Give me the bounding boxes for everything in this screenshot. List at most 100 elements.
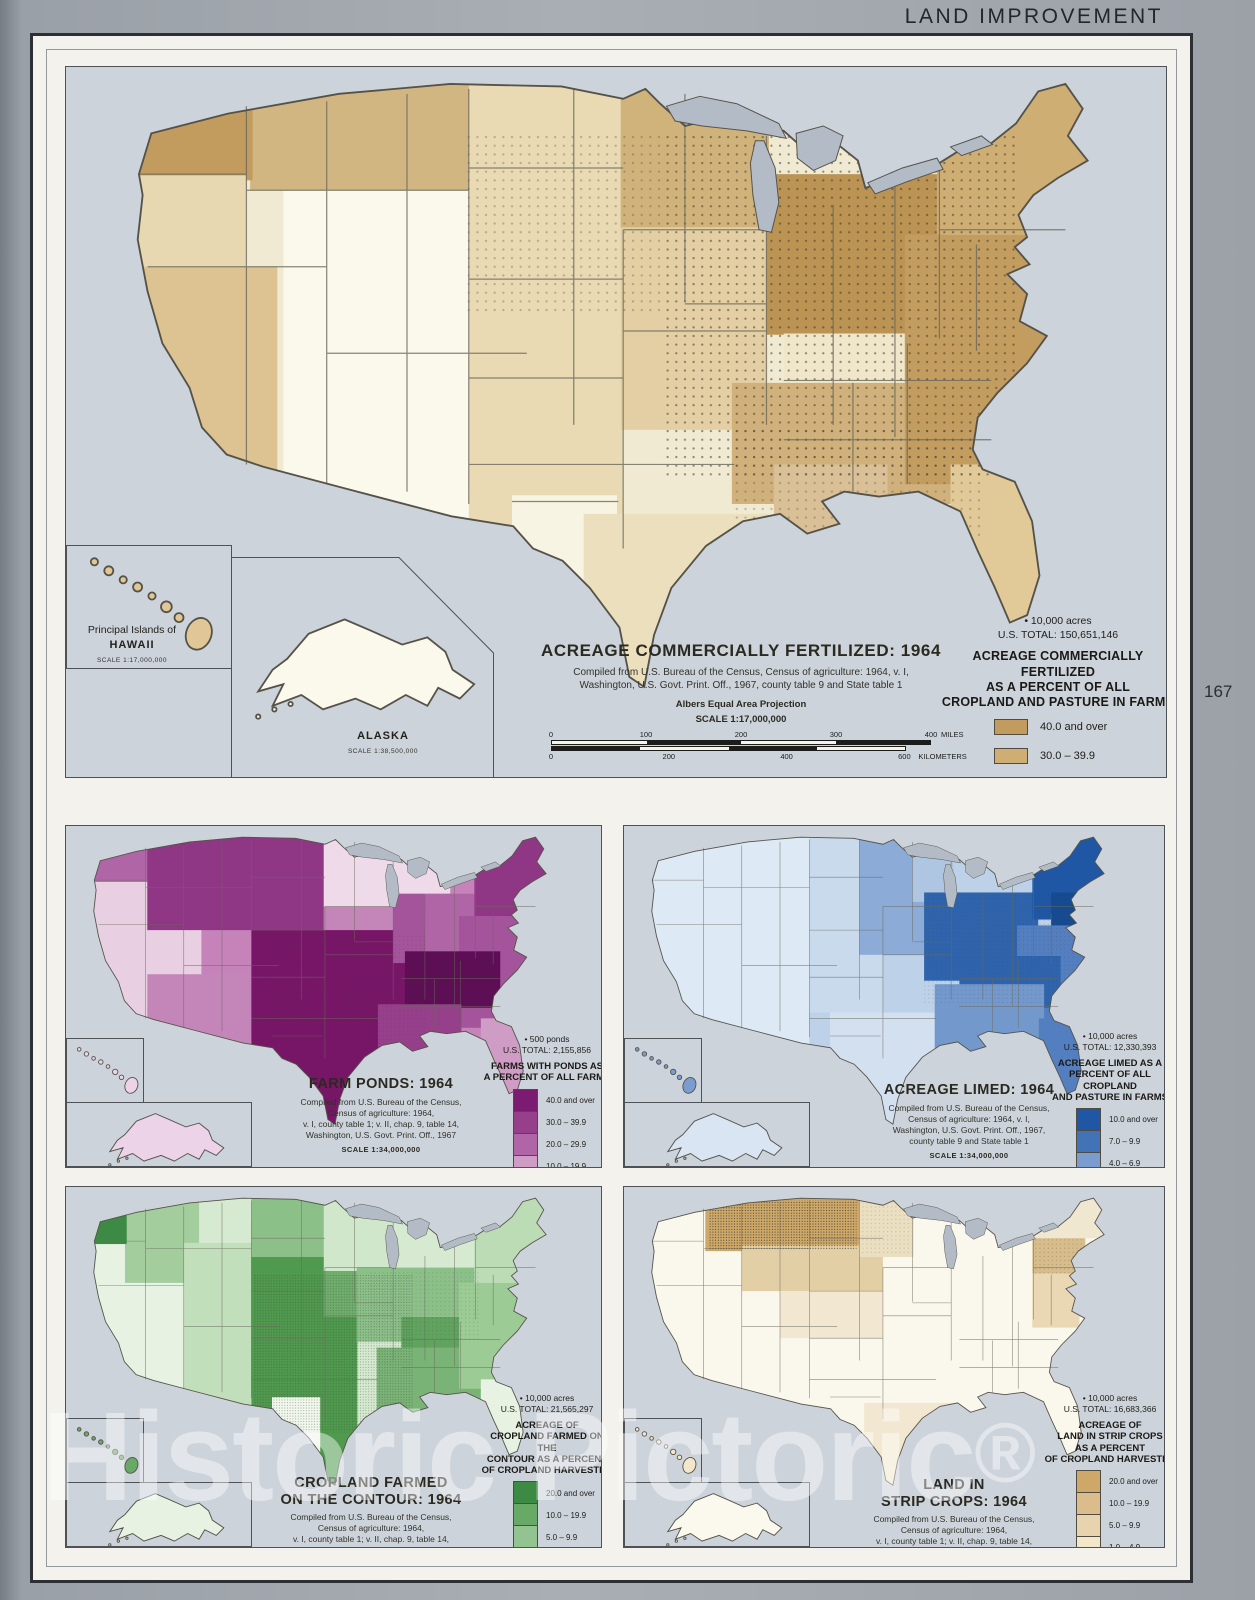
legend-strip-crops: • 10,000 acres U.S. TOTAL: 16,683,366 AC…: [1044, 1393, 1165, 1547]
svg-text:SCALE 1:38,500,000: SCALE 1:38,500,000: [348, 748, 418, 755]
hawaii-alaska-insets: [624, 1038, 810, 1167]
dot-note: • 10,000 acres: [1082, 1393, 1138, 1403]
panel-acreage-limed: • 10,000 acres U.S. TOTAL: 12,330,393 AC…: [623, 825, 1165, 1168]
scale-bar: 0 100 200 300 400 MILES 0 200 400 600 KI…: [548, 730, 967, 762]
map-title-block: ACREAGE LIMED: 1964 Compiled from U.S. B…: [829, 1082, 1109, 1160]
legend-row: 10.0 – 19.9: [1076, 1491, 1164, 1515]
panel-strip-crops: • 10,000 acres U.S. TOTAL: 16,683,366 AC…: [623, 1186, 1165, 1548]
legend-row: 1.0 – 4.9: [1076, 1535, 1164, 1547]
legend-row: 7.0 – 9.9: [1076, 1129, 1164, 1153]
map-title: ACREAGE LIMED: 1964: [883, 1082, 1055, 1098]
legend-row: 10.0 – 19.9: [513, 1154, 601, 1167]
legend-swatch: [1076, 1151, 1101, 1167]
legend-row: 30.0 – 39.9: [513, 1110, 601, 1134]
dot-note: • 10,000 acres: [1024, 615, 1092, 627]
legend-row: 10.0 – 19.9: [513, 1503, 601, 1527]
atlas-plate: Principal Islands of HAWAII SCALE 1:17,0…: [30, 33, 1193, 1583]
legend-farm-ponds: • 500 ponds U.S. TOTAL: 2,155,856 FARMS …: [481, 1034, 602, 1167]
us-total: U.S. TOTAL: 16,683,366: [1063, 1404, 1157, 1415]
legend-acreage-limed: • 10,000 acres U.S. TOTAL: 12,330,393 AC…: [1044, 1031, 1165, 1167]
legend-swatch: [994, 719, 1028, 736]
dot-note: • 10,000 acres: [1082, 1031, 1138, 1041]
legend-swatch: [513, 1503, 538, 1527]
hawaii-inset: Principal Islands of HAWAII SCALE 1:17,0…: [66, 545, 232, 669]
svg-text:SCALE 1:17,000,000: SCALE 1:17,000,000: [97, 657, 167, 664]
legend-swatch: [1076, 1513, 1101, 1537]
map-title: FARM PONDS: 1964: [308, 1076, 454, 1092]
legend-swatch: [1076, 1129, 1101, 1153]
map-title-block: LAND IN STRIP CROPS: 1964 Compiled from …: [819, 1477, 1089, 1547]
scale-note: SCALE 1:34,000,000: [341, 1144, 421, 1154]
legend-row: 10.0 and over: [1076, 1107, 1164, 1131]
us-total: U.S. TOTAL: 150,651,146: [997, 628, 1119, 641]
us-map-contour: [93, 1197, 547, 1486]
legend-row: 40.0 and over: [513, 1088, 601, 1112]
legend-contour: • 10,000 acres U.S. TOTAL: 21,565,297 AC…: [481, 1393, 602, 1548]
legend-swatch: [513, 1547, 538, 1548]
legend-row: 30.0 – 39.9: [994, 748, 1166, 765]
hawaii-alaska-insets: [66, 1038, 252, 1167]
map-title-block: FARM PONDS: 1964 Compiled from U.S. Bure…: [238, 1076, 524, 1154]
legend-heading: ACREAGE COMMERCIALLY FERTILIZED AS A PER…: [941, 649, 1167, 710]
page-title: LAND IMPROVEMENT: [904, 5, 1163, 28]
legend-swatch: [513, 1110, 538, 1134]
legend-heading: ACREAGE OF CROPLAND FARMED ON THE CONTOU…: [481, 1420, 602, 1476]
legend-row: 20.0 and over: [513, 1481, 601, 1505]
map-title: LAND IN STRIP CROPS: 1964: [881, 1477, 1027, 1510]
panel-fertilized: Principal Islands of HAWAII SCALE 1:17,0…: [65, 66, 1167, 778]
legend-row: 5.0 – 9.9: [513, 1525, 601, 1547]
legend-row: 5.0 – 9.9: [1076, 1513, 1164, 1537]
km-bar: [551, 746, 907, 752]
legend-row: 4.0 – 6.9: [1076, 1151, 1164, 1167]
map-title: ACREAGE COMMERCIALLY FERTILIZED: 1964: [540, 641, 942, 660]
hawaii-alaska-insets: [624, 1418, 810, 1547]
scale-note: SCALE 1:17,000,000: [695, 714, 787, 726]
legend-heading: ACREAGE OF LAND IN STRIP CROPS AS A PERC…: [1044, 1420, 1165, 1465]
alaska-inset: ALASKA SCALE 1:38,500,000: [231, 557, 494, 777]
km-ticks: 0 200 400 600 KILOMETERS: [548, 752, 967, 762]
legend-swatch: [513, 1088, 538, 1112]
legend-swatch: [1076, 1535, 1101, 1547]
map-title: CROPLAND FARMED ON THE CONTOUR: 1964: [280, 1475, 462, 1508]
legend-row: 20.0 – 29.9: [513, 1132, 601, 1156]
map-title-block: ACREAGE COMMERCIALLY FERTILIZED: 1964 Co…: [506, 641, 976, 761]
scale-note: SCALE 1:34,000,000: [929, 1150, 1009, 1160]
svg-text:HAWAII: HAWAII: [109, 639, 154, 651]
legend-fertilized: • 10,000 acres U.S. TOTAL: 150,651,146 A…: [938, 615, 1167, 778]
legend-row: 20.0 and over: [1076, 1469, 1164, 1493]
us-total: U.S. TOTAL: 21,565,297: [500, 1404, 594, 1415]
panel-farm-ponds: • 500 ponds U.S. TOTAL: 2,155,856 FARMS …: [65, 825, 602, 1168]
page-number: 167: [1204, 682, 1233, 701]
legend-swatch: [513, 1525, 538, 1547]
legend-swatch: [513, 1481, 538, 1505]
legend-swatch: [513, 1154, 538, 1167]
legend-heading: FARMS WITH PONDS AS A PERCENT OF ALL FAR…: [483, 1061, 602, 1084]
us-total: U.S. TOTAL: 12,330,393: [1063, 1042, 1157, 1053]
legend-row: 15.0 – 29.9: [994, 777, 1167, 778]
svg-text:Principal Islands of: Principal Islands of: [88, 624, 176, 636]
legend-swatch: [1076, 1491, 1101, 1515]
map-source: Washington, U.S. Govt. Print. Off., 1967…: [579, 680, 903, 692]
us-map-fertilized: [136, 83, 1089, 688]
svg-text:ALASKA: ALASKA: [357, 730, 409, 742]
map-title-block: CROPLAND FARMED ON THE CONTOUR: 1964 Com…: [228, 1475, 514, 1547]
miles-bar: [551, 740, 931, 746]
legend-swatch: [994, 748, 1028, 765]
dot-note: • 500 ponds: [524, 1034, 570, 1044]
hawaii-alaska-insets: [66, 1418, 252, 1547]
legend-swatch: [994, 777, 1028, 778]
us-map-strip-crops: [651, 1197, 1105, 1486]
legend-swatch: [1076, 1107, 1101, 1131]
projection-note: Albers Equal Area Projection: [675, 699, 807, 711]
us-total: U.S. TOTAL: 2,155,856: [503, 1045, 591, 1056]
legend-swatch: [513, 1132, 538, 1156]
map-source: Compiled from U.S. Bureau of the Census,…: [573, 667, 909, 678]
legend-row: 40.0 and over: [994, 719, 1166, 736]
panel-contour: • 10,000 acres U.S. TOTAL: 21,565,297 AC…: [65, 1186, 602, 1548]
legend-swatch: [1076, 1469, 1101, 1493]
legend-heading: ACREAGE LIMED AS A PERCENT OF ALL CROPLA…: [1052, 1058, 1165, 1103]
us-map-acreage-limed: [651, 836, 1105, 1125]
miles-ticks: 0 100 200 300 400 MILES: [548, 730, 964, 740]
us-map-farm-ponds: [93, 836, 547, 1125]
dot-note: • 10,000 acres: [519, 1393, 575, 1403]
